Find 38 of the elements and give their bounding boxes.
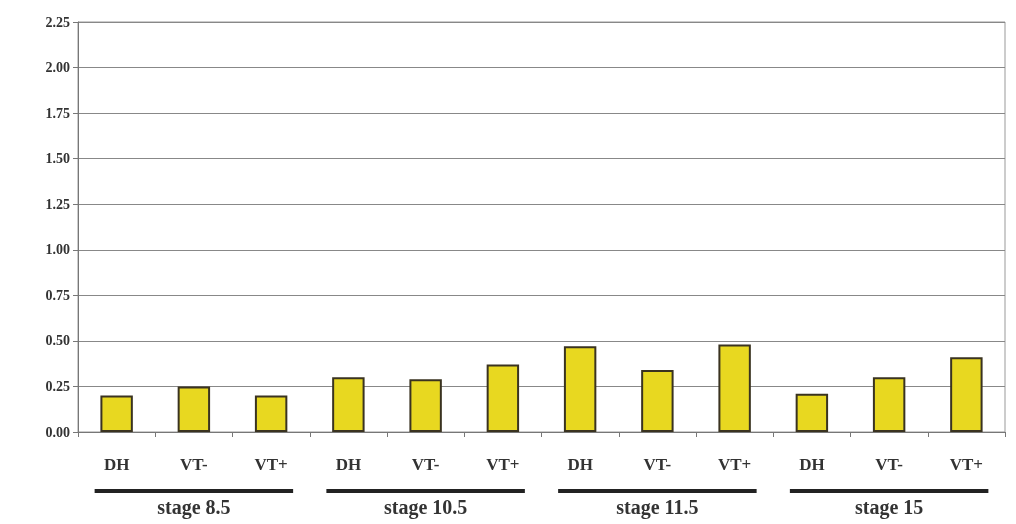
bar [641,370,674,432]
bar [254,395,288,432]
y-tick-label: 1.25 [45,196,70,212]
x-tick-label: VT- [875,455,904,474]
x-tick-label: VT- [643,455,672,474]
bar [486,364,520,432]
bar [718,344,751,432]
x-tick-label: VT+ [254,455,288,474]
y-tick-label: 1.50 [45,151,70,167]
y-tick-label: 2.00 [45,60,70,76]
y-tick-label: 0.25 [45,378,70,394]
bar [100,395,133,432]
x-tick-label: VT+ [486,455,520,474]
text: stage 8.5 [157,496,231,519]
text: stage 15 [854,496,924,519]
x-tick-label: DH [799,455,825,474]
x-tick-label: DH [335,455,362,474]
bar [332,377,365,432]
x-tick-label: DH [103,455,130,474]
bar [177,386,211,432]
bar [563,346,597,432]
x-tick-label: VT+ [949,455,984,474]
y-tick-label: 0.50 [45,333,70,349]
y-tick-label: 0.00 [45,424,70,440]
y-tick-label: 1.75 [45,105,70,121]
bar [872,377,906,432]
x-tick-label: VT- [180,455,209,474]
text: stage 10.5 [383,496,468,519]
x-tick-label: DH [567,455,593,474]
bar [795,393,829,432]
bar [409,379,442,432]
y-tick-label: 1.00 [45,242,70,258]
y-tick-label: 2.25 [45,14,70,30]
x-tick-label: VT+ [717,455,752,474]
x-tick-label: VT- [411,455,440,474]
y-tick-label: 0.75 [45,287,70,303]
bar [950,357,983,432]
text: stage 11.5 [616,496,699,519]
